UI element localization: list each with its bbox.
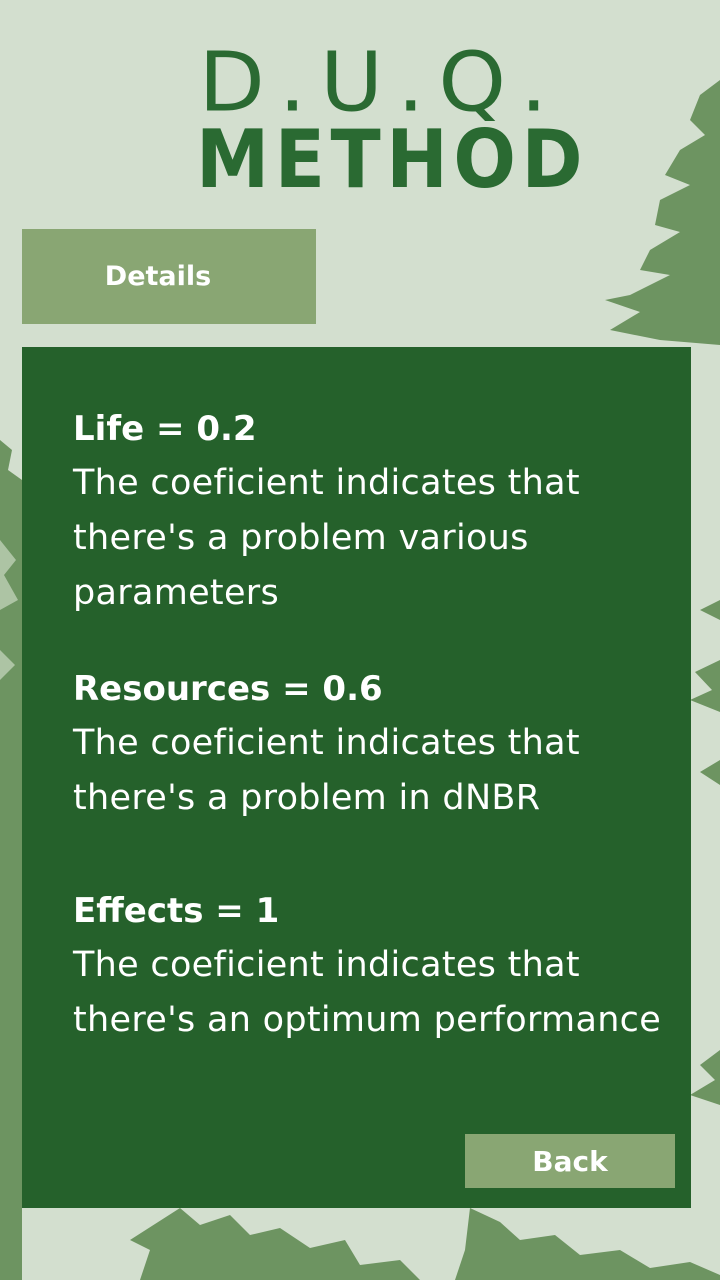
tree-right-bottom [690, 600, 720, 1105]
back-button-label: Back [532, 1144, 608, 1178]
entry-effects: Effects = 1 The coeficient indicates tha… [73, 884, 663, 1048]
tree-bottom-right [455, 1208, 720, 1280]
entry-heading: Life = 0.2 [73, 409, 257, 449]
details-card: Life = 0.2 The coeficient indicates that… [22, 347, 691, 1208]
title-line-1: D.U.Q. [198, 35, 562, 131]
entry-text: The coeficient indicates that there's a … [73, 463, 580, 613]
entry-resources: Resources = 0.6 The coeficient indicates… [73, 662, 663, 826]
tree-left-branches [0, 540, 18, 680]
entry-life: Life = 0.2 The coeficient indicates that… [73, 402, 663, 621]
tree-left [0, 440, 22, 1280]
tree-bottom-center [130, 1208, 420, 1280]
entry-text: The coeficient indicates that there's a … [73, 723, 580, 818]
entry-heading: Effects = 1 [73, 891, 280, 931]
entry-heading: Resources = 0.6 [73, 669, 383, 709]
back-button[interactable]: Back [465, 1134, 675, 1188]
entry-text: The coeficient indicates that there's an… [73, 945, 662, 1040]
details-tab[interactable]: Details [22, 229, 316, 324]
tree-right-top [605, 80, 720, 345]
details-tab-label: Details [104, 261, 212, 292]
title-line-2: METHOD [196, 113, 589, 206]
